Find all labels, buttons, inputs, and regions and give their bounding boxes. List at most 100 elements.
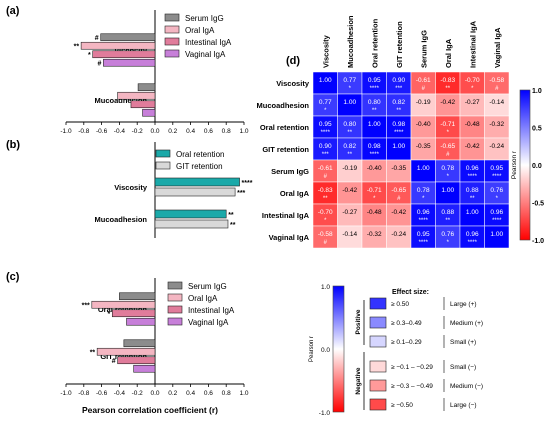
x-tick-label: -1.0	[60, 390, 72, 397]
effect-desc-label: Medium (+)	[450, 320, 483, 327]
heatmap-value: 0.88	[441, 209, 454, 216]
significance-label: **	[228, 212, 234, 219]
bar	[111, 309, 156, 318]
heatmap-value: 0.78	[441, 165, 454, 172]
heatmap-significance: **	[445, 218, 450, 224]
legend-swatch	[167, 281, 183, 290]
significance-label: *	[108, 311, 111, 318]
legend-label: Oral IgA	[185, 26, 215, 35]
significance-label: ****	[242, 180, 253, 187]
heatmap-row-label: Serum IgG	[271, 167, 309, 176]
category-label: Mucoadhesion	[94, 96, 147, 105]
heatmap-value: -0.70	[465, 77, 480, 84]
heatmap-value: -0.24	[391, 231, 406, 238]
heatmap-significance: *	[447, 240, 450, 246]
bar	[154, 187, 236, 197]
heatmap-value: 0.90	[319, 143, 332, 150]
heatmap-significance: ****	[321, 130, 331, 136]
colorbar-tick-label: -1.0	[532, 238, 544, 245]
bar	[119, 292, 156, 301]
heatmap-value: 0.78	[417, 187, 430, 194]
x-tick-label: 0.8	[222, 390, 231, 397]
heatmap-value: -0.71	[367, 187, 382, 194]
legend-swatch	[164, 25, 180, 34]
heatmap-value: 1.00	[368, 121, 381, 128]
heatmap-value: 1.00	[343, 99, 356, 106]
heatmap-significance: ****	[394, 130, 404, 136]
heatmap-value: -0.65	[391, 187, 406, 194]
effect-swatch	[369, 297, 387, 310]
x-tick-label: 0.4	[186, 128, 195, 135]
heatmap-significance: **	[323, 196, 328, 202]
x-tick-label: 0.8	[222, 128, 231, 135]
heatmap-significance: *	[447, 130, 450, 136]
significance-label: **	[230, 222, 236, 229]
effect-range-label: ≥ 0.50	[391, 301, 409, 308]
legend-swatch	[155, 149, 171, 158]
bar	[80, 41, 156, 50]
x-axis-a: -1.0 -0.8 -0.6 -0.4 -0.2 0.0 0.2 0.4 0.6 0.8 1.0	[60, 121, 249, 135]
legend-swatch	[164, 37, 180, 46]
category-label: Mucoadhesion	[94, 215, 147, 224]
heatmap-value: 0.96	[417, 209, 430, 216]
heatmap-row-label: Viscosity	[276, 79, 310, 88]
heatmap-value: -0.24	[489, 143, 504, 150]
effect-colorbar	[332, 285, 345, 413]
x-axis-c: -1.0 -0.8 -0.6 -0.4 -0.2 0.0 0.2 0.4 0.6 0.8 1.0	[60, 383, 249, 397]
heatmap-value: 0.76	[441, 231, 454, 238]
heatmap-value: 0.90	[392, 77, 405, 84]
significance-label: #	[95, 35, 99, 42]
colorbar-bar	[519, 89, 531, 241]
x-tick-label: -1.0	[60, 128, 72, 135]
heatmap-significance: ****	[468, 174, 478, 180]
effect-swatch	[369, 316, 387, 329]
effect-colorbar-tick: 0.0	[321, 347, 330, 354]
panel-label-a: (a)	[6, 5, 20, 17]
heatmap-value: -0.32	[367, 231, 382, 238]
heatmap-value: -0.70	[318, 209, 333, 216]
legend-swatch	[167, 305, 183, 314]
heatmap-value: -0.27	[342, 209, 357, 216]
heatmap-significance: ****	[468, 240, 478, 246]
colorbar-tick-label: 0.0	[532, 163, 542, 170]
heatmap-significance: ****	[419, 240, 429, 246]
heatmap-significance: **	[470, 196, 475, 202]
bar	[117, 91, 156, 100]
heatmap-col-label: Serum IgG	[419, 30, 428, 68]
effect-colorbar-tick: 1.0	[321, 284, 330, 291]
heatmap-significance: *	[324, 108, 327, 114]
heatmap-value: -0.14	[489, 99, 504, 106]
bar-panel-c: Oral retention****GIT retention**#Serum …	[82, 278, 235, 384]
heatmap-value: -0.48	[465, 121, 480, 128]
heatmap-value: 0.96	[490, 209, 503, 216]
x-tick-label: 0.2	[168, 390, 177, 397]
panel-label-b: (b)	[6, 139, 20, 151]
heatmap-value: -0.19	[416, 99, 431, 106]
heatmap-value: 0.95	[417, 231, 430, 238]
effect-swatch	[369, 335, 387, 348]
heatmap-significance: *	[447, 174, 450, 180]
heatmap-value: -0.58	[489, 77, 504, 84]
heatmap-value: -0.27	[465, 99, 480, 106]
legend-label: Intestinal IgA	[188, 306, 235, 315]
heatmap-significance: **	[372, 108, 377, 114]
heatmap-significance: #	[397, 196, 401, 202]
effect-range-label: ≥ 0.1–0.29	[391, 339, 422, 346]
x-tick-label: -0.6	[96, 390, 108, 397]
x-tick-label: 1.0	[239, 128, 248, 135]
effect-size-legend: 1.0 0.0 -1.0 Pearson r Effect size: Positive N…	[309, 284, 483, 417]
heatmap-value: -0.48	[367, 209, 382, 216]
significance-label: #	[112, 358, 116, 365]
heatmap-significance: ****	[419, 218, 429, 224]
bar	[142, 108, 156, 117]
x-tick-label: 1.0	[239, 390, 248, 397]
heatmap-value: -0.42	[342, 187, 357, 194]
x-tick-label: -0.2	[132, 390, 144, 397]
heatmap-col-label: Mucoadhesion	[346, 15, 355, 68]
bar	[137, 83, 156, 92]
heatmap-value: 0.82	[392, 99, 405, 106]
heatmap-value: 1.00	[392, 143, 405, 150]
legend-label: Vaginal IgA	[188, 318, 229, 327]
heatmap-significance: *	[324, 218, 327, 224]
